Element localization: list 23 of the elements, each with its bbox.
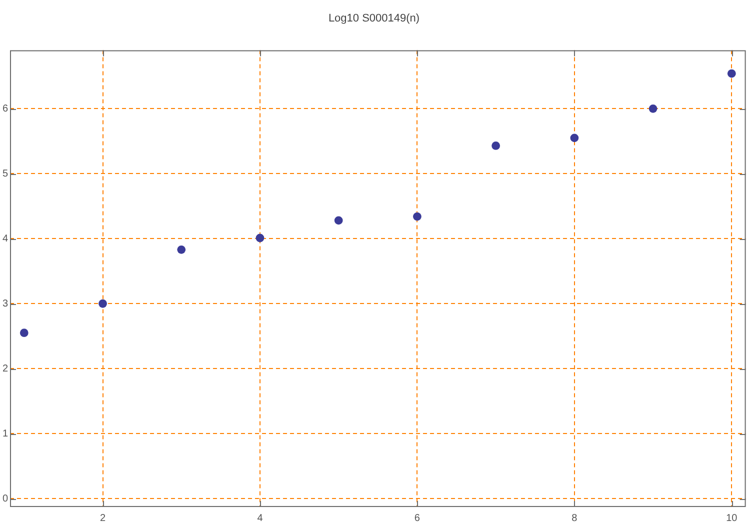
x-tick-label: 8: [572, 512, 578, 524]
y-tick-label: 6: [2, 103, 8, 114]
point: [648, 104, 658, 113]
y-tick-label: 1: [2, 428, 8, 440]
x-tick-label: 4: [257, 512, 264, 524]
point: [20, 328, 28, 338]
point: [98, 299, 107, 308]
y-tick-label: 4: [2, 233, 8, 244]
x-tick-label: 10: [726, 512, 738, 524]
y-tick-label: 2: [2, 363, 8, 374]
x-tick-label: 6: [414, 512, 420, 524]
y-tick-label: 3: [2, 298, 8, 310]
point: [492, 142, 500, 150]
point: [570, 134, 579, 142]
point: [413, 212, 422, 221]
y-tick-label: 5: [2, 168, 8, 180]
point: [334, 216, 343, 225]
x-tick-label: 2: [100, 512, 106, 524]
y-tick-label: 0: [2, 493, 8, 504]
point: [256, 234, 264, 242]
point: [177, 245, 186, 254]
point: [727, 69, 736, 78]
chart-title: Log10 S000149(n): [328, 12, 420, 25]
